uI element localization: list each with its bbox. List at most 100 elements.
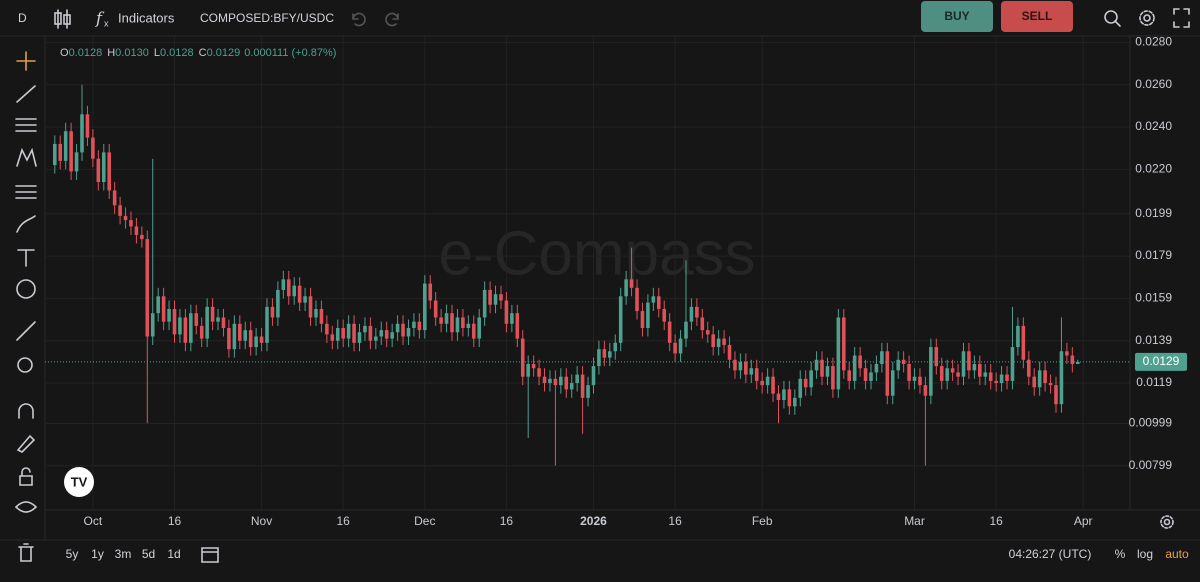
candle-type-icon[interactable] [54, 9, 71, 29]
undo-icon[interactable] [352, 12, 366, 27]
x-tick-label: Dec [414, 514, 435, 528]
indicators-icon[interactable]: f [95, 9, 105, 28]
ohlc-value: 0.0130 [115, 47, 149, 59]
candle-body [640, 311, 645, 329]
zoom-tool[interactable] [17, 357, 33, 373]
range-button[interactable]: 1d [167, 547, 180, 561]
redo-icon[interactable] [385, 12, 399, 27]
lock-tool[interactable] [19, 467, 33, 486]
candle-body [444, 313, 449, 324]
candle-body [406, 328, 411, 337]
candle-body [841, 317, 846, 371]
candle-body [711, 334, 715, 348]
measure-tool[interactable] [16, 321, 36, 341]
log-toggle[interactable]: log [1137, 547, 1153, 561]
candle-body [232, 323, 237, 350]
range-button[interactable]: 5y [66, 547, 79, 561]
candle-body [705, 330, 710, 335]
last-price-tag [1135, 352, 1187, 371]
interval-button[interactable]: D [18, 11, 27, 25]
candle-body [803, 378, 808, 388]
candle-body [684, 321, 688, 339]
candle-body [760, 380, 764, 386]
candle-body [749, 368, 754, 375]
candle-body [820, 359, 824, 377]
candle-body [286, 279, 291, 297]
candle-body [787, 389, 792, 407]
text-tool[interactable] [17, 249, 35, 267]
candle-body [733, 359, 737, 371]
candle-body [107, 152, 112, 191]
axis-settings-icon[interactable] [1160, 515, 1174, 529]
date-range-icon[interactable] [201, 547, 219, 563]
x-tick-label: 2026 [580, 514, 607, 528]
candle-body [238, 323, 242, 341]
candle-body [189, 313, 193, 343]
candle-body [384, 330, 389, 339]
candle-body [635, 287, 639, 312]
magnet-tool[interactable] [18, 403, 34, 419]
ohlc-key: L [154, 47, 160, 59]
emoji-tool[interactable] [16, 279, 36, 299]
sell-button[interactable] [1001, 1, 1073, 32]
range-button[interactable]: 5d [142, 547, 155, 561]
candle-body [493, 294, 498, 305]
crosshair-tool[interactable] [16, 51, 36, 71]
candle-body [754, 368, 759, 381]
candle-body [700, 317, 705, 331]
trendline-tool[interactable] [16, 85, 36, 103]
buy-label: BUY [944, 9, 969, 23]
visibility-tool[interactable] [14, 501, 38, 513]
candle-body [259, 336, 264, 343]
candle-body [542, 376, 547, 384]
auto-toggle[interactable]: auto [1165, 547, 1189, 561]
candle-body [537, 368, 541, 377]
candle-body [123, 215, 128, 221]
candle-body [417, 321, 422, 331]
candle-body [858, 355, 862, 369]
symbol-label[interactable]: COMPOSED:BFY/USDC [200, 11, 334, 25]
candle-body [330, 334, 335, 341]
candle-body [183, 317, 188, 343]
candle-body [586, 385, 590, 398]
candle-body [276, 289, 280, 318]
candle-body [58, 143, 63, 161]
candle-body [101, 152, 106, 183]
fullscreen-icon[interactable] [1173, 8, 1190, 28]
candle-body [738, 361, 743, 371]
x-tick-label: 16 [168, 514, 182, 528]
lock-draw-tool[interactable] [16, 434, 36, 453]
candle-body [782, 389, 786, 400]
candle-body [695, 306, 699, 318]
buy-button[interactable] [921, 1, 993, 32]
candle-body [292, 285, 297, 297]
quick-search-icon[interactable] [1104, 10, 1121, 27]
candle-body [172, 308, 177, 335]
x-tick-label: 16 [668, 514, 682, 528]
candle-body [1075, 361, 1080, 364]
x-tick-label: 16 [500, 514, 514, 528]
settings-icon[interactable] [1139, 10, 1155, 26]
candle-body [608, 351, 612, 358]
delete-tool[interactable] [18, 543, 34, 562]
candle-body [673, 342, 677, 354]
brush-tool[interactable] [16, 215, 36, 233]
fib-tool[interactable] [15, 118, 37, 132]
candle-body [945, 368, 949, 381]
range-button[interactable]: 3m [115, 547, 132, 561]
range-button[interactable]: 1y [91, 547, 104, 561]
ohlc-value: 0.0128 [160, 47, 194, 59]
candle-body [161, 296, 166, 322]
clock: 04:26:27 (UTC) [1009, 547, 1092, 561]
percent-toggle[interactable]: % [1115, 547, 1126, 561]
candle-body [934, 347, 939, 367]
indicators-button[interactable]: Indicators [118, 10, 175, 25]
y-tick-label: 0.0220 [1135, 161, 1172, 175]
pattern-tool[interactable] [16, 147, 37, 167]
projection-tool[interactable] [15, 185, 37, 199]
candle-body [341, 328, 345, 339]
candle-body [929, 347, 933, 396]
logo-badge[interactable] [64, 467, 94, 497]
candle-body [352, 323, 356, 343]
candle-body [825, 366, 830, 377]
